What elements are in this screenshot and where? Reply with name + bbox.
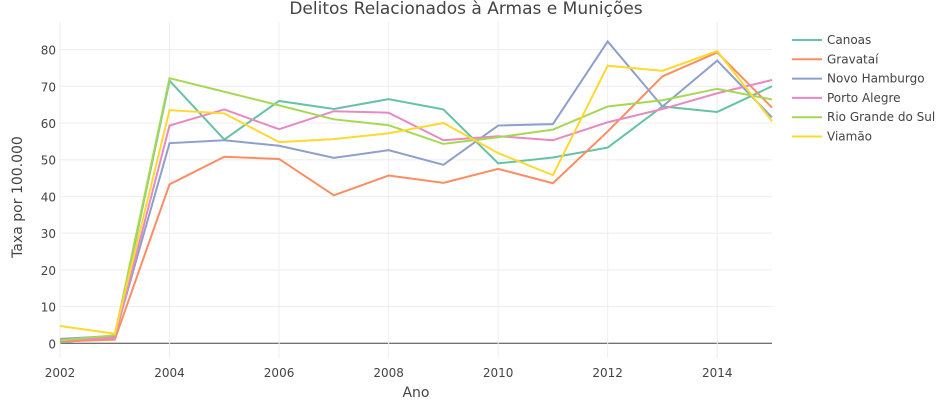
x-tick-label: 2014 — [702, 366, 733, 380]
y-axis-label: Taxa por 100.000 — [10, 136, 26, 259]
y-tick-label: 80 — [41, 44, 56, 58]
y-tick-label: 40 — [41, 190, 56, 204]
y-tick-label: 10 — [41, 301, 56, 315]
y-tick-label: 70 — [41, 80, 56, 94]
legend-label: Canoas — [827, 33, 871, 47]
legend-label: Viamão — [827, 130, 872, 144]
x-tick-label: 2012 — [592, 366, 623, 380]
chart-title: Delitos Relacionados à Armas e Munições — [289, 0, 642, 19]
x-tick-label: 2002 — [45, 366, 76, 380]
x-tick-label: 2010 — [483, 366, 514, 380]
x-axis-label: Ano — [402, 385, 429, 400]
series-line-2 — [59, 39, 773, 340]
y-tick-label: 50 — [41, 154, 56, 168]
series-line-0 — [59, 78, 773, 344]
x-tick-label: 2008 — [373, 366, 404, 380]
legend-label: Gravataí — [827, 52, 879, 66]
series-line-1 — [59, 51, 773, 343]
legend-label: Porto Alegre — [827, 91, 901, 105]
series-line-5 — [59, 49, 773, 335]
series-line-3 — [59, 79, 773, 342]
y-tick-label: 20 — [41, 264, 56, 278]
legend-label: Rio Grande do Sul — [827, 110, 935, 124]
y-tick-label: 0 — [48, 337, 56, 351]
x-tick-label: 2004 — [154, 366, 185, 380]
x-tick-label: 2006 — [264, 366, 295, 380]
y-tick-label: 60 — [41, 117, 56, 131]
y-tick-label: 30 — [41, 227, 56, 241]
legend-label: Novo Hamburgo — [827, 72, 925, 86]
series-line-4 — [59, 76, 773, 342]
